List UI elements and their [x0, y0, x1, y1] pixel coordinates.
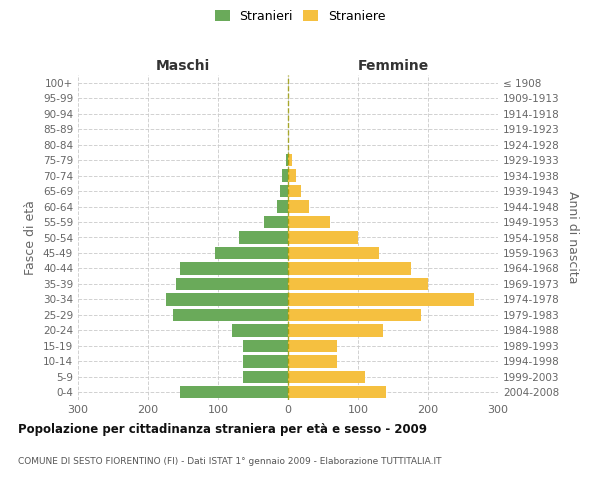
Bar	[288, 262, 410, 274]
Bar	[288, 185, 301, 198]
Bar	[179, 262, 288, 274]
Bar	[288, 154, 292, 166]
Bar	[288, 232, 358, 243]
Bar	[288, 386, 386, 398]
Bar	[288, 200, 309, 212]
Bar	[232, 324, 288, 336]
Legend: Stranieri, Straniere: Stranieri, Straniere	[211, 6, 389, 26]
Bar	[288, 170, 296, 182]
Bar	[239, 232, 288, 243]
Bar	[176, 278, 288, 290]
Bar	[242, 340, 288, 352]
Text: COMUNE DI SESTO FIORENTINO (FI) - Dati ISTAT 1° gennaio 2009 - Elaborazione TUTT: COMUNE DI SESTO FIORENTINO (FI) - Dati I…	[18, 458, 442, 466]
Y-axis label: Fasce di età: Fasce di età	[25, 200, 37, 275]
Text: Femmine: Femmine	[358, 60, 428, 74]
Bar	[288, 216, 330, 228]
Bar	[242, 355, 288, 368]
Bar	[288, 278, 428, 290]
Bar	[242, 370, 288, 383]
Bar	[277, 200, 288, 212]
Bar	[288, 293, 473, 306]
Bar	[283, 170, 288, 182]
Text: Popolazione per cittadinanza straniera per età e sesso - 2009: Popolazione per cittadinanza straniera p…	[18, 422, 427, 436]
Bar	[263, 216, 288, 228]
Bar	[286, 154, 288, 166]
Bar	[288, 308, 421, 321]
Bar	[215, 247, 288, 259]
Bar	[288, 340, 337, 352]
Bar	[288, 370, 365, 383]
Bar	[288, 355, 337, 368]
Bar	[288, 324, 383, 336]
Bar	[179, 386, 288, 398]
Bar	[173, 308, 288, 321]
Y-axis label: Anni di nascita: Anni di nascita	[566, 191, 579, 284]
Bar	[166, 293, 288, 306]
Bar	[288, 247, 379, 259]
Bar	[280, 185, 288, 198]
Text: Maschi: Maschi	[156, 60, 210, 74]
